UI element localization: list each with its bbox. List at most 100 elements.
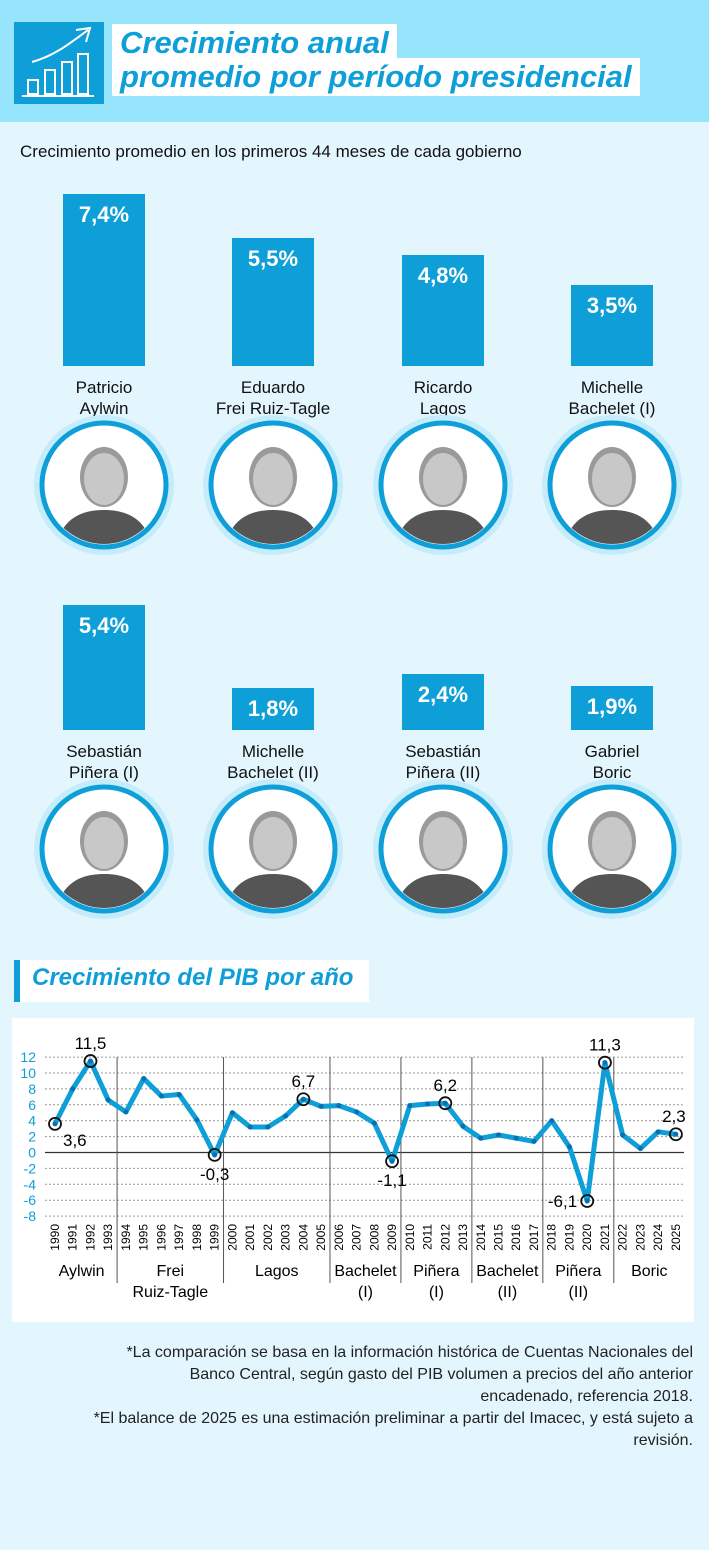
growth-chart-icon: [14, 22, 104, 104]
data-point: [584, 1198, 590, 1204]
name-line: Aylwin: [79, 399, 129, 418]
data-point: [460, 1123, 466, 1129]
bar-value-label: 4,8%: [417, 262, 469, 288]
x-tick-label: 2011: [421, 1224, 435, 1250]
period-label: Bachelet: [476, 1263, 539, 1280]
data-point: [52, 1121, 58, 1127]
president-portrait: [542, 415, 682, 555]
bar-value-label: 2,4%: [417, 682, 469, 708]
highlight-marker: [385, 1154, 399, 1169]
data-point: [105, 1097, 111, 1103]
x-tick-label: 2014: [474, 1224, 488, 1251]
period-label: (I): [358, 1284, 373, 1301]
bar-value-label: 3,5%: [586, 292, 638, 318]
annotation-label: 11,3: [589, 1036, 621, 1055]
data-point: [300, 1096, 306, 1102]
period-label: Lagos: [255, 1263, 299, 1280]
name-line: Bachelet (II): [227, 763, 319, 782]
y-tick-label: -8: [24, 1208, 37, 1224]
data-point: [407, 1103, 413, 1109]
name-line: Eduardo: [240, 378, 306, 397]
data-point: [194, 1117, 200, 1123]
y-tick-label: 2: [28, 1129, 36, 1145]
x-tick-label: 1993: [101, 1224, 115, 1251]
name-line: Gabriel: [584, 742, 640, 761]
bar-value-label: 1,8%: [247, 696, 299, 722]
annotation-label: -1,1: [377, 1171, 406, 1190]
highlight-marker: [669, 1127, 683, 1142]
data-point: [283, 1113, 289, 1119]
x-tick-label: 2025: [669, 1224, 683, 1251]
x-tick-label: 2017: [527, 1224, 541, 1251]
period-label: (II): [498, 1284, 518, 1301]
bar-value-label: 7,4%: [78, 202, 130, 228]
highlight-marker: [207, 1147, 222, 1162]
x-tick-label: 1990: [48, 1224, 62, 1251]
data-point: [531, 1138, 537, 1144]
x-tick-label: 2009: [385, 1224, 399, 1251]
title-line-1: Crecimiento anual: [112, 24, 397, 62]
y-tick-label: -2: [24, 1160, 37, 1176]
x-tick-label: 2002: [261, 1224, 275, 1251]
period-label: Ruiz-Tagle: [133, 1284, 209, 1301]
annotation-label: 6,7: [292, 1072, 316, 1091]
period-label: Frei: [157, 1263, 185, 1280]
x-tick-label: 2018: [545, 1224, 559, 1251]
growth-bar: 1,9%: [571, 685, 653, 730]
growth-bar: 5,4%: [63, 604, 145, 730]
president-portrait: [203, 415, 343, 555]
x-tick-label: 2016: [509, 1224, 523, 1251]
highlight-marker: [83, 1054, 98, 1068]
data-point: [70, 1086, 76, 1092]
data-point: [354, 1109, 360, 1115]
x-tick-label: 2003: [279, 1224, 293, 1251]
data-point: [637, 1146, 643, 1152]
period-label: Bachelet: [334, 1263, 397, 1280]
x-tick-label: 2001: [243, 1224, 257, 1251]
growth-bar: 7,4%: [63, 194, 145, 366]
x-tick-label: 2007: [350, 1224, 364, 1251]
header: Crecimiento anual promedio por período p…: [0, 0, 709, 122]
data-point: [141, 1076, 147, 1082]
data-point: [513, 1135, 519, 1141]
y-tick-label: 10: [20, 1065, 36, 1081]
data-point: [549, 1118, 555, 1124]
president-name: Michelle Bachelet (I): [527, 377, 697, 419]
x-tick-label: 2019: [562, 1224, 576, 1251]
highlight-marker: [580, 1194, 595, 1208]
subtitle: Crecimiento promedio en los primeros 44 …: [20, 142, 522, 161]
data-point: [158, 1093, 164, 1099]
period-label: Boric: [631, 1263, 667, 1280]
president-name: Michelle Bachelet (II): [188, 741, 358, 783]
x-tick-label: 1995: [137, 1224, 151, 1251]
x-tick-label: 2013: [456, 1224, 470, 1251]
president-name: Sebastián Piñera (I): [19, 741, 189, 783]
highlight-marker: [296, 1092, 311, 1107]
growth-bar: 4,8%: [402, 254, 484, 366]
president-name: Ricardo Lagos: [358, 377, 528, 419]
president-portrait: [34, 415, 174, 555]
annotation-label: 6,2: [433, 1076, 457, 1095]
x-tick-label: 1998: [190, 1224, 204, 1251]
annotation-label: 3,6: [63, 1131, 87, 1150]
name-line: Piñera (II): [405, 763, 481, 782]
name-line: Patricio: [75, 378, 133, 397]
bar-value-label: 5,4%: [78, 612, 130, 638]
x-tick-label: 1997: [172, 1224, 186, 1251]
x-tick-label: 1992: [83, 1224, 97, 1251]
x-tick-label: 2012: [438, 1224, 452, 1251]
y-tick-label: 0: [28, 1145, 36, 1161]
growth-bar: 3,5%: [571, 284, 653, 366]
growth-bar: 5,5%: [232, 238, 314, 366]
highlight-marker: [598, 1055, 612, 1070]
footnote: *La comparación se basa en la informació…: [126, 1344, 693, 1405]
y-tick-label: 12: [20, 1049, 36, 1065]
period-label: (II): [569, 1284, 589, 1301]
name-line: Lagos: [419, 399, 467, 418]
data-point: [620, 1132, 626, 1138]
data-point: [336, 1103, 342, 1109]
annotation-label: -6,1: [548, 1192, 577, 1211]
y-tick-label: -4: [24, 1176, 37, 1192]
data-point: [123, 1109, 129, 1115]
x-tick-label: 2015: [492, 1224, 506, 1251]
